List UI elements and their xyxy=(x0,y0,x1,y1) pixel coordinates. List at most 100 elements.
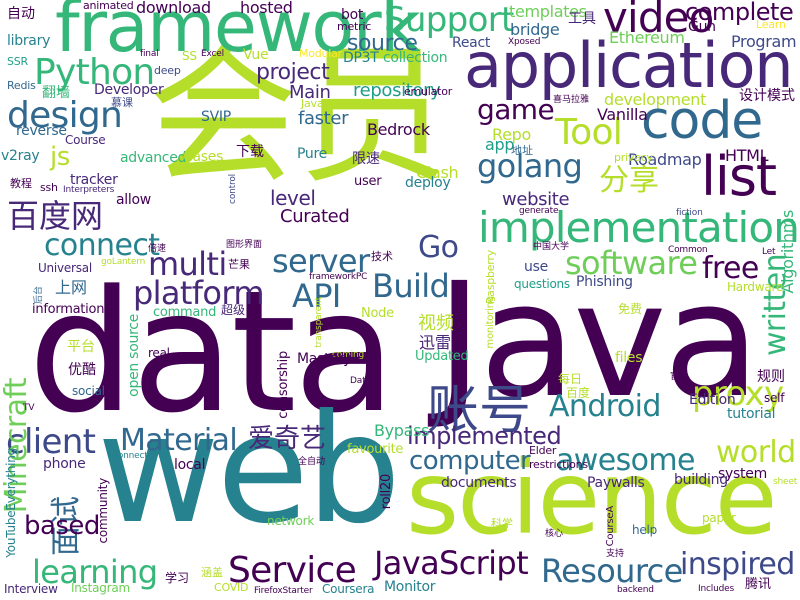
word-125: 技术 xyxy=(371,250,393,263)
word-181: community xyxy=(96,478,110,544)
word-3: 会员 xyxy=(148,30,449,204)
word-1: Java xyxy=(436,249,760,433)
word-82: Learn xyxy=(756,18,786,31)
word-105: Pure xyxy=(297,146,328,162)
word-120: Common xyxy=(668,245,708,255)
word-106: 限速 xyxy=(352,151,380,167)
word-88: 自动 xyxy=(7,6,35,22)
word-51: repository xyxy=(353,80,441,101)
word-121: Let xyxy=(762,247,776,257)
word-81: 工具 xyxy=(568,11,596,27)
word-171: restrictions xyxy=(529,458,588,471)
word-196: backend xyxy=(617,585,654,595)
word-87: final xyxy=(140,49,159,59)
word-126: 芒果 xyxy=(228,258,250,271)
word-17: golang xyxy=(477,147,583,185)
word-157: Edition xyxy=(689,392,736,408)
word-144: Raspberry xyxy=(484,250,497,304)
word-93: deep xyxy=(154,64,181,77)
word-42: based xyxy=(24,511,100,541)
word-146: coming xyxy=(332,350,365,360)
word-100: reverse xyxy=(16,123,67,139)
word-35: proxy xyxy=(692,374,784,414)
word-6: framework xyxy=(55,0,421,68)
word-58: development xyxy=(604,90,707,109)
word-14: Support xyxy=(384,0,514,40)
word-119: fiction xyxy=(676,208,703,218)
word-8: list xyxy=(701,145,777,208)
word-56: faster xyxy=(298,108,349,129)
word-114: allow xyxy=(116,192,151,208)
word-195: Monitor xyxy=(384,579,436,595)
word-54: Curated xyxy=(280,206,350,227)
word-98: 喜马拉雅 xyxy=(553,95,590,105)
word-61: app xyxy=(485,135,515,154)
word-28: software xyxy=(565,244,698,282)
word-21: JavaScript xyxy=(374,544,529,582)
word-84: Modular xyxy=(299,47,342,60)
word-113: Interpreters xyxy=(63,185,115,195)
word-80: Xposed xyxy=(508,37,541,47)
word-132: Hardware xyxy=(727,280,784,294)
word-55: Main xyxy=(289,82,331,103)
word-152: files xyxy=(615,350,643,366)
word-161: Mastery xyxy=(297,351,352,367)
word-47: js xyxy=(50,142,70,172)
word-65: privacy xyxy=(614,151,653,164)
word-148: 优酷 xyxy=(68,362,96,378)
word-86: Excel xyxy=(201,49,224,59)
word-34: awesome xyxy=(556,443,695,478)
word-160: social xyxy=(72,384,105,398)
word-23: learning xyxy=(32,553,158,591)
word-73: DP3T xyxy=(343,50,379,66)
word-151: Updated xyxy=(415,349,469,364)
word-123: 图形界面 xyxy=(226,240,263,250)
word-197: Includes xyxy=(698,584,735,594)
word-111: tracker xyxy=(70,172,118,188)
word-33: Android xyxy=(549,389,661,424)
word-31: client xyxy=(6,422,96,462)
word-170: Elder xyxy=(529,444,557,457)
word-19: 百度网 xyxy=(7,197,104,235)
word-64: Roadmap xyxy=(628,150,702,169)
word-180: roll20 xyxy=(379,474,394,510)
word-26: API xyxy=(292,277,341,315)
word-90: SSR xyxy=(7,55,28,68)
word-74: emulator xyxy=(404,85,453,98)
word-133: frameworkPC xyxy=(309,272,368,282)
word-32: Material xyxy=(120,423,238,458)
word-50: source xyxy=(347,31,418,56)
word-128: Universal xyxy=(38,261,92,275)
word-53: level xyxy=(270,186,316,210)
word-124: 中国大学 xyxy=(533,242,570,252)
word-183: 核心 xyxy=(545,529,564,539)
word-89: library xyxy=(7,33,51,49)
word-188: Interview xyxy=(4,582,58,596)
word-0: data xyxy=(28,254,396,450)
word-193: FirefoxStarter xyxy=(254,586,313,596)
word-177: 全自动 xyxy=(298,457,326,467)
word-85: SS xyxy=(182,49,197,63)
word-116: Clash xyxy=(416,163,459,182)
word-168: Bypass xyxy=(374,421,430,440)
word-192: COVID xyxy=(214,581,249,594)
word-153: 每日 xyxy=(558,372,583,386)
word-130: Phishing xyxy=(576,274,633,290)
word-165: phone xyxy=(43,456,86,472)
word-25: platform xyxy=(133,274,264,312)
word-83: Vue xyxy=(243,47,269,63)
word-169: favourite xyxy=(347,442,404,457)
word-68: Gun xyxy=(688,19,716,35)
word-176: documents xyxy=(441,475,517,491)
word-16: game xyxy=(477,93,555,126)
word-52: website xyxy=(502,189,570,210)
word-97: JavaA xyxy=(301,97,331,110)
word-48: complete xyxy=(685,0,794,26)
word-150: open source xyxy=(126,314,142,397)
word-69: templates xyxy=(509,2,587,21)
word-45: implemented xyxy=(407,422,562,450)
word-30: connect xyxy=(44,228,160,263)
word-43: 爱奇艺 xyxy=(248,424,327,454)
word-59: Vanilla xyxy=(597,105,648,124)
